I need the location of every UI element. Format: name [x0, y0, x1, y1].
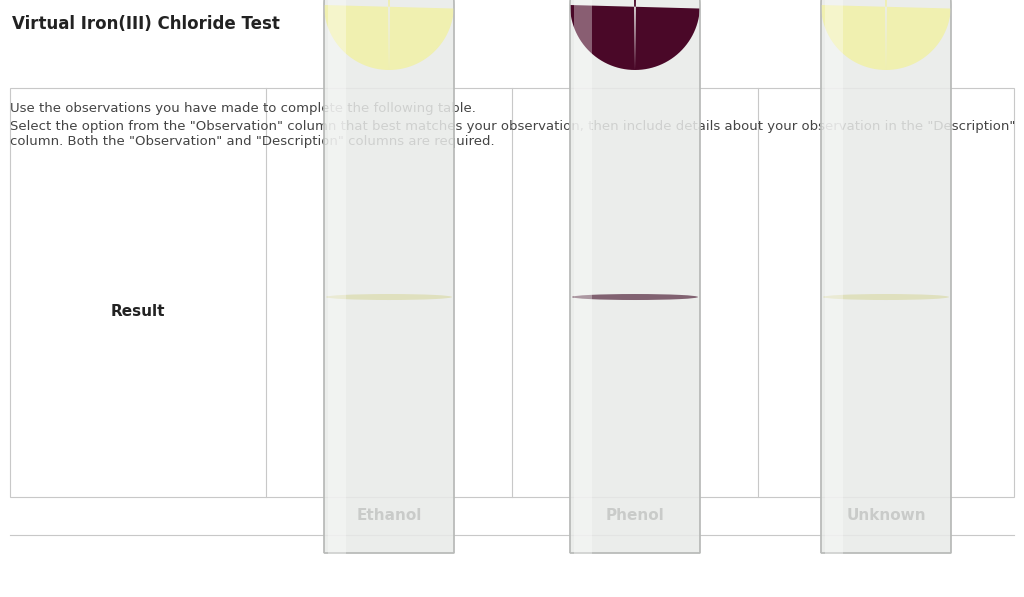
Polygon shape — [324, 0, 454, 70]
Text: Virtual Iron(III) Chloride Test: Virtual Iron(III) Chloride Test — [12, 15, 280, 33]
FancyBboxPatch shape — [328, 0, 346, 558]
Text: Use the observations you have made to complete the following table.: Use the observations you have made to co… — [10, 102, 476, 115]
Polygon shape — [570, 0, 699, 70]
Polygon shape — [821, 0, 951, 70]
Text: Phenol: Phenol — [605, 509, 665, 524]
Ellipse shape — [326, 294, 452, 300]
Polygon shape — [324, 0, 454, 553]
Text: Unknown: Unknown — [846, 509, 926, 524]
Polygon shape — [821, 0, 951, 553]
Text: Result: Result — [111, 304, 165, 319]
Polygon shape — [570, 0, 700, 553]
Text: Select the option from the "Observation" column that best matches your observati: Select the option from the "Observation"… — [10, 120, 1016, 148]
Ellipse shape — [572, 294, 698, 300]
Ellipse shape — [823, 294, 949, 300]
FancyBboxPatch shape — [574, 0, 592, 558]
FancyBboxPatch shape — [825, 0, 843, 558]
Bar — [10, 88, 1014, 497]
Text: Ethanol: Ethanol — [356, 509, 422, 524]
